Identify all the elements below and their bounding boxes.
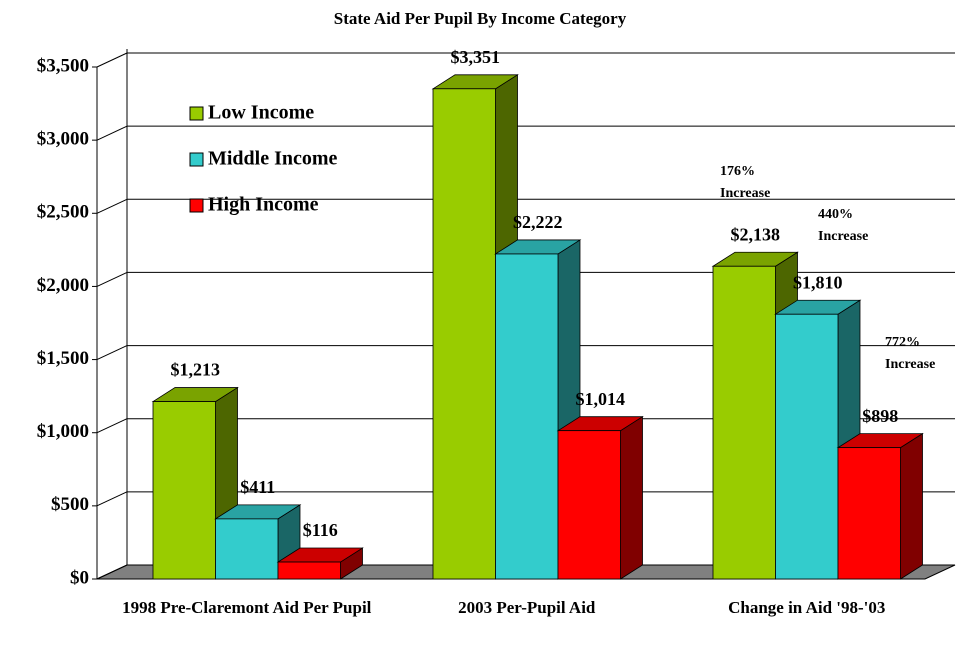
grid-side — [96, 52, 128, 68]
y-tick-label: $3,500 — [37, 55, 89, 76]
value-label: $411 — [240, 477, 275, 497]
grid-side — [96, 491, 128, 507]
annotation: 176% Increase — [720, 164, 771, 201]
legend-swatch — [189, 152, 204, 167]
legend-label: High Income — [208, 194, 319, 216]
value-label: $3,351 — [451, 47, 501, 67]
legend-label: Middle Income — [208, 148, 338, 170]
bar — [432, 88, 496, 580]
y-tick-label: $1,500 — [37, 348, 89, 369]
value-label: $898 — [862, 406, 898, 426]
value-label: $2,138 — [731, 224, 781, 244]
bar — [152, 401, 216, 580]
chart-title: State Aid Per Pupil By Income Category — [334, 9, 627, 28]
bar — [495, 253, 559, 580]
grid-side — [96, 198, 128, 214]
bar — [837, 447, 901, 580]
value-label: $1,810 — [793, 272, 843, 292]
bar — [215, 518, 279, 580]
annotation: 440% Increase — [818, 207, 869, 244]
bar — [557, 430, 621, 580]
value-label: $2,222 — [513, 212, 563, 232]
y-tick-label: $3,000 — [37, 129, 89, 150]
y-tick-label: $2,000 — [37, 275, 89, 296]
legend-label: Low Income — [208, 102, 314, 124]
grid-side — [96, 345, 128, 361]
x-tick-label: Change in Aid '98-'03 — [728, 598, 886, 617]
bar-side — [620, 415, 643, 580]
y-tick-label: $0 — [70, 567, 89, 588]
y-tick-label: $2,500 — [37, 202, 89, 223]
grid-side — [96, 125, 128, 141]
bar-side — [900, 432, 923, 580]
bar — [712, 265, 776, 580]
y-tick-label: $500 — [51, 494, 89, 515]
grid-side — [96, 418, 128, 434]
value-label: $1,014 — [576, 389, 626, 409]
annotation: 772% Increase — [885, 335, 936, 372]
legend-swatch — [189, 198, 204, 213]
x-tick-label: 1998 Pre-Claremont Aid Per Pupil — [122, 598, 372, 617]
grid-side — [96, 564, 128, 580]
legend-swatch — [189, 106, 204, 121]
value-label: $116 — [303, 520, 338, 540]
grid-side — [96, 271, 128, 287]
x-tick-label: 2003 Per-Pupil Aid — [458, 598, 596, 617]
bar — [277, 561, 341, 580]
bar — [775, 313, 839, 580]
y-tick-label: $1,000 — [37, 421, 89, 442]
value-label: $1,213 — [171, 360, 221, 380]
